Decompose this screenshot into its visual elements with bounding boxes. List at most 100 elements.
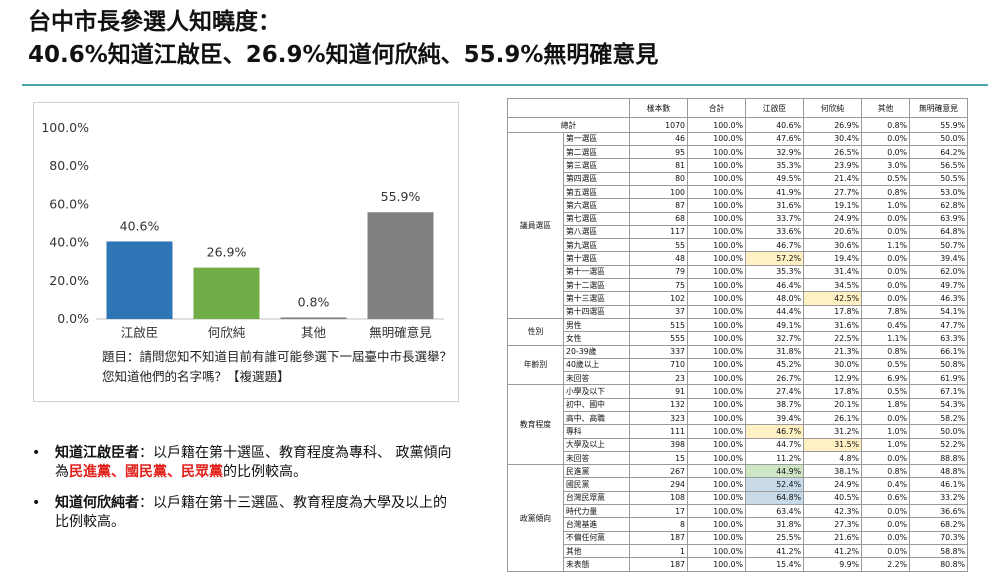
table-cell: 4.8% [803,450,862,466]
table-cell: 17.8% [803,304,862,319]
separator: 、 [111,464,125,480]
table-cell: 100.0% [687,397,746,413]
table-cell: 12.9% [803,371,862,386]
party-dpp: 民進黨 [69,464,111,480]
table-cell: 50.0% [909,131,968,147]
table-cell: 41.2% [803,543,862,559]
row-label: 時代力量 [563,504,630,519]
table-cell: 100 [629,184,688,200]
column-header: 江啟臣 [745,97,804,119]
table-row: 國民黨 294 100.0% 52.4% 24.9% 0.4% 46.1% [508,477,968,492]
table-cell: 62.0% [909,264,968,280]
table-cell: 1.1% [861,238,910,253]
table-cell: 17 [629,504,688,519]
page-title: 台中市長參選人知曉度： 40.6%知道江啟臣、26.9%知道何欣純、55.9%無… [28,6,658,72]
table-row: 教育程度 小學及以下 91 100.0% 27.4% 17.8% 0.5% 67.1% [507,384,968,466]
row-label: 未回答 [563,450,630,466]
table-row: 第十選區 48 100.0% 57.2% 19.4% 0.0% 39.4% [508,251,968,266]
table-cell: 100.0% [687,344,746,359]
row-label: 台灣基進 [563,517,630,532]
table-cell: 33.2% [909,490,968,506]
table-cell: 31.6% [745,198,804,213]
bar [106,241,173,319]
table-cell: 25.5% [745,530,804,545]
bullet-dot-icon: • [32,445,41,461]
table-cell: 0.8% [861,344,910,359]
table-row: 台灣民眾黨 108 100.0% 64.8% 40.5% 0.6% 33.2% [508,490,968,506]
table-cell: 46.3% [909,291,968,306]
table-cell: 46.7% [745,238,804,253]
question-line-1: 題目：請問您知不知道目前有誰可能參選下一屆臺中市長選舉？ [102,349,453,364]
table-cell: 50.5% [909,171,968,186]
x-category-label: 何欣純 [208,325,246,340]
group-label: 教育程度 [507,384,564,466]
table-cell: 23 [629,371,688,386]
table-total-row: 總計 1070 100.0% 40.6% 26.9% 0.8% 55.9% [507,117,968,133]
row-label: 台灣民眾黨 [563,490,630,506]
table-cell: 23.9% [803,158,862,173]
table-cell: 46.4% [745,278,804,293]
table-cell: 32.7% [745,331,804,346]
table-cell: 64.8% [745,490,804,506]
table-cell: 56.5% [909,158,968,173]
table-cell: 100.0% [687,145,746,160]
table-cell: 0.0% [861,504,910,519]
table-cell: 49.5% [745,171,804,186]
column-header: 無明確意見 [909,97,968,119]
table-cell: 100.0% [687,278,746,293]
table-cell: 27.3% [803,517,862,532]
table-cell: 27.4% [745,384,804,399]
table-cell: 100.0% [687,424,746,439]
table-cell: 0.5% [861,357,910,373]
table-cell: 0.0% [861,224,910,240]
table-cell: 62.8% [909,198,968,213]
table-row: 初中、國中 132 100.0% 38.7% 20.1% 1.8% 54.3% [508,397,968,413]
table-cell: 31.8% [745,344,804,359]
table-cell: 67.1% [909,384,968,399]
table-cell: 100.0% [687,371,746,386]
party-kmt: 國民黨 [125,464,167,480]
table-cell: 0.4% [861,317,910,333]
x-category-label: 其他 [301,325,327,340]
table-cell: 6.9% [861,371,910,386]
table-cell: 36.6% [909,504,968,519]
table-cell: 515 [629,317,688,333]
table-cell: 1.8% [861,397,910,413]
bar-value-label: 26.9% [207,245,247,260]
table-cell: 0.0% [861,530,910,545]
table-cell: 187 [629,557,688,572]
table-cell: 1070 [629,117,688,133]
table-cell: 30.4% [803,131,862,147]
table-row: 高中、高職 323 100.0% 39.4% 26.1% 0.0% 58.2% [508,410,968,426]
table-cell: 187 [629,530,688,545]
table-cell: 398 [629,437,688,452]
table-cell: 44.7% [745,437,804,452]
table-cell: 710 [629,357,688,373]
table-cell: 49.1% [745,317,804,333]
row-label: 第五選區 [563,184,630,200]
row-label: 第十二選區 [563,278,630,293]
table-cell: 50.7% [909,238,968,253]
table-cell: 337 [629,344,688,359]
table-cell: 100.0% [687,490,746,506]
table-cell: 19.1% [803,198,862,213]
table-cell: 47.7% [909,317,968,333]
table-cell: 50.0% [909,424,968,439]
group-label: 年齡別 [507,344,564,386]
table-cell: 21.3% [803,344,862,359]
table-cell: 0.6% [861,490,910,506]
table-cell: 31.4% [803,264,862,280]
table-header-row: 樣本數 合計 江啟臣 何欣純 其他 無明確意見 [507,97,968,119]
group-label: 議員選區 [507,131,564,319]
table-cell: 100.0% [687,291,746,306]
table-cell: 100.0% [687,517,746,532]
table-cell: 58.8% [909,543,968,559]
row-label: 小學及以下 [563,384,630,399]
title-divider [22,84,988,86]
table-row: 女性 555 100.0% 32.7% 22.5% 1.1% 63.3% [508,331,968,346]
table-row: 未回答 23 100.0% 26.7% 12.9% 6.9% 61.9% [508,371,968,386]
table-cell: 323 [629,410,688,426]
table-cell: 100.0% [687,331,746,346]
table-cell: 1.0% [861,424,910,439]
table-cell: 46.1% [909,477,968,492]
